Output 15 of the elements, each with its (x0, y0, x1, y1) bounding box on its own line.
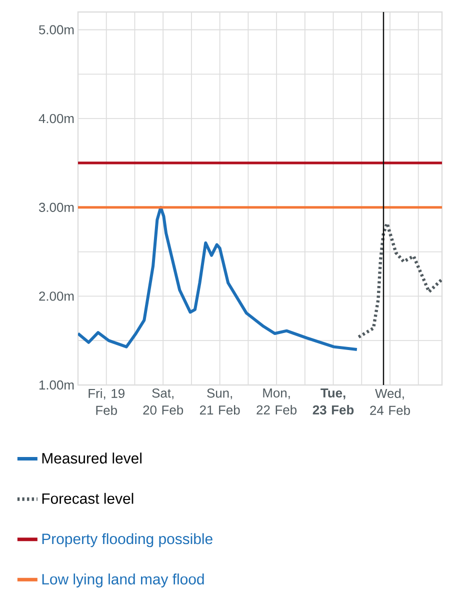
x-tick-label: Sat, 20 Feb (143, 388, 184, 415)
x-tick-label: Wed, 24 Feb (370, 388, 410, 415)
y-tick-label: 1.00m (39, 380, 74, 390)
x-tick-label: Fri, 19 Feb (88, 388, 124, 415)
x-tick-label: Sun, 21 Feb (200, 388, 240, 415)
legend-label: Property flooding possible (42, 533, 212, 548)
y-tick-label: 4.00m (38, 114, 74, 124)
y-tick-label: 3.00m (38, 202, 74, 212)
legend-label: Measured level (42, 452, 142, 464)
x-tick-label: Tue, 23 Feb (312, 388, 354, 415)
legend-label: Low lying land may flood (42, 574, 204, 588)
y-tick-label: 2.00m (39, 292, 74, 301)
y-tick-label: 5.00m (39, 25, 74, 34)
legend-label: Forecast level (42, 492, 134, 504)
x-tick-label: Mon, 22 Feb (256, 388, 297, 414)
